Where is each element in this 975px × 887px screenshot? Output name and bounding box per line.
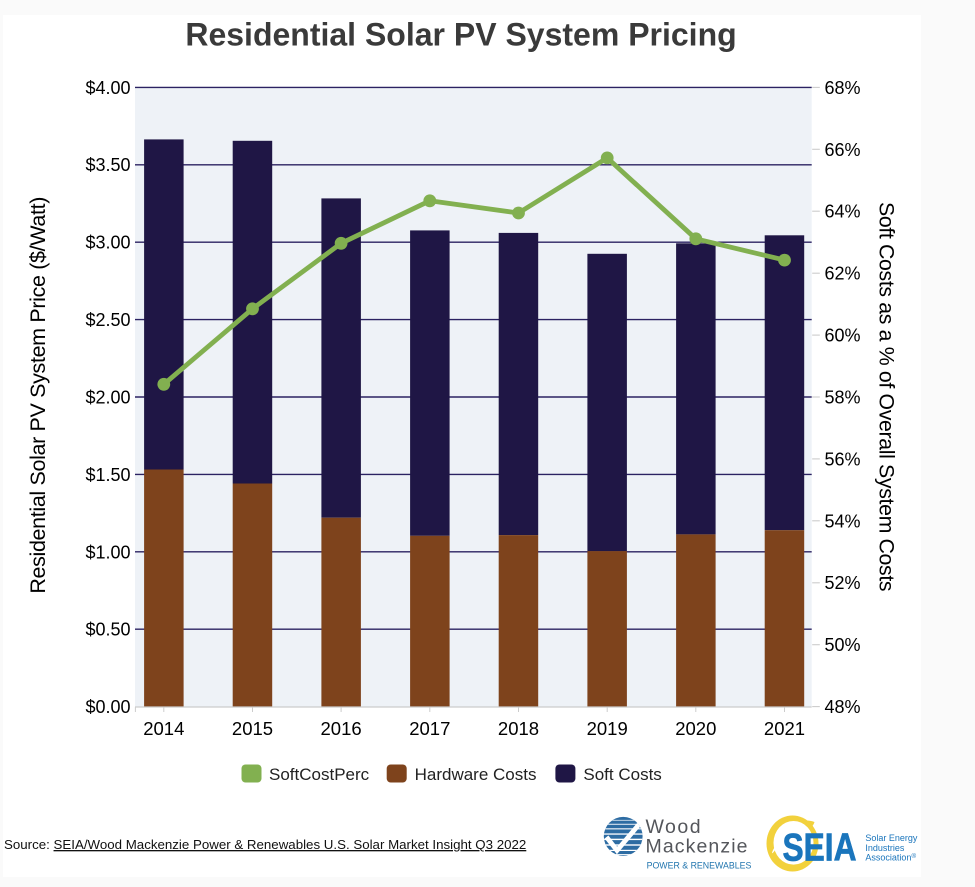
svg-text:$0.50: $0.50 bbox=[85, 620, 130, 640]
svg-text:60%: 60% bbox=[825, 326, 861, 346]
svg-text:$2.00: $2.00 bbox=[85, 387, 130, 407]
svg-text:Mackenzie: Mackenzie bbox=[646, 835, 749, 857]
svg-text:54%: 54% bbox=[825, 511, 861, 531]
svg-text:SoftCostPerc: SoftCostPerc bbox=[269, 765, 370, 784]
svg-text:Source: SEIA/Wood Mackenzie Po: Source: SEIA/Wood Mackenzie Power & Rene… bbox=[4, 837, 526, 852]
svg-text:Solar Energy: Solar Energy bbox=[865, 833, 918, 843]
svg-text:Residential Solar PV System Pr: Residential Solar PV System Price ($/Wat… bbox=[26, 197, 50, 594]
svg-text:$1.00: $1.00 bbox=[85, 542, 130, 562]
svg-text:2021: 2021 bbox=[764, 718, 805, 739]
svg-text:Soft Costs: Soft Costs bbox=[583, 765, 661, 784]
svg-text:$0.00: $0.00 bbox=[85, 697, 130, 717]
svg-text:56%: 56% bbox=[825, 449, 861, 469]
svg-text:$3.00: $3.00 bbox=[85, 233, 130, 253]
svg-text:68%: 68% bbox=[825, 78, 861, 98]
svg-text:$4.00: $4.00 bbox=[85, 78, 130, 98]
svg-text:48%: 48% bbox=[825, 697, 861, 717]
svg-text:50%: 50% bbox=[825, 635, 861, 655]
svg-text:2015: 2015 bbox=[232, 718, 273, 739]
svg-text:2019: 2019 bbox=[587, 718, 628, 739]
svg-text:$1.50: $1.50 bbox=[85, 465, 130, 485]
svg-text:Hardware Costs: Hardware Costs bbox=[415, 765, 537, 784]
svg-text:POWER & RENEWABLES: POWER & RENEWABLES bbox=[647, 860, 752, 870]
svg-text:Wood: Wood bbox=[646, 816, 703, 838]
svg-text:Residential Solar PV System Pr: Residential Solar PV System Pricing bbox=[185, 17, 736, 53]
svg-text:2016: 2016 bbox=[321, 718, 362, 739]
svg-text:52%: 52% bbox=[825, 573, 861, 593]
svg-text:SEIA: SEIA bbox=[783, 827, 857, 870]
svg-text:2014: 2014 bbox=[143, 718, 184, 739]
svg-text:Soft Costs as a % of Overall S: Soft Costs as a % of Overall System Cost… bbox=[875, 202, 899, 591]
svg-text:Industries: Industries bbox=[865, 843, 905, 853]
svg-text:2020: 2020 bbox=[675, 718, 716, 739]
svg-text:$2.50: $2.50 bbox=[85, 310, 130, 330]
svg-text:62%: 62% bbox=[825, 264, 861, 284]
svg-text:2018: 2018 bbox=[498, 718, 539, 739]
svg-text:64%: 64% bbox=[825, 202, 861, 222]
svg-text:58%: 58% bbox=[825, 387, 861, 407]
svg-text:66%: 66% bbox=[825, 140, 861, 160]
svg-text:Association®: Association® bbox=[865, 852, 916, 863]
svg-text:$3.50: $3.50 bbox=[85, 155, 130, 175]
svg-text:2017: 2017 bbox=[409, 718, 450, 739]
